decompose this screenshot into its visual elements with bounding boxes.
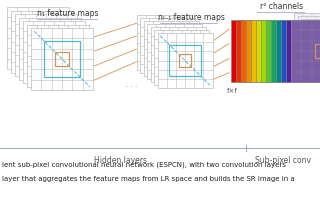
Bar — [286, 20, 320, 82]
Text: layer that aggregates the feature maps from LR space and builds the SR image in : layer that aggregates the feature maps f… — [2, 176, 295, 182]
Bar — [143, 21, 198, 76]
Bar — [271, 20, 320, 82]
Bar — [23, 21, 85, 83]
Bar — [44, 41, 80, 77]
Bar — [19, 18, 81, 79]
Bar — [11, 10, 73, 73]
Bar — [266, 20, 320, 82]
Bar — [150, 27, 205, 82]
Bar — [308, 25, 320, 80]
Bar — [55, 52, 69, 66]
Bar — [294, 13, 320, 68]
Bar — [251, 20, 313, 82]
Bar — [147, 24, 202, 79]
Text: Sub-pixel conv: Sub-pixel conv — [255, 156, 311, 165]
Text: n₁ feature maps: n₁ feature maps — [37, 9, 99, 18]
Bar — [179, 54, 191, 67]
Bar — [305, 22, 320, 77]
Bar — [236, 20, 298, 82]
Bar — [246, 20, 308, 82]
Text: r² channels: r² channels — [260, 2, 304, 11]
Bar — [157, 33, 212, 88]
Bar — [169, 45, 201, 76]
Bar — [281, 20, 320, 82]
Bar — [291, 20, 320, 82]
Bar — [241, 20, 303, 82]
Bar — [231, 20, 293, 82]
Bar — [27, 24, 89, 86]
Text: . . .: . . . — [126, 82, 138, 88]
Text: nₗ₋₁ feature maps: nₗ₋₁ feature maps — [157, 13, 224, 22]
Bar — [31, 28, 93, 90]
Bar — [15, 14, 77, 76]
Text: Hidden layers: Hidden layers — [93, 156, 147, 165]
Bar — [276, 20, 320, 82]
Bar — [315, 44, 320, 58]
Bar — [261, 20, 320, 82]
Bar — [7, 7, 69, 69]
Bar — [256, 20, 318, 82]
Text: f×f: f×f — [227, 88, 237, 94]
Bar — [154, 30, 209, 85]
Bar — [291, 20, 320, 82]
Bar — [140, 18, 195, 73]
Bar — [137, 15, 191, 70]
Bar — [298, 16, 320, 71]
Text: ient sub-pixel convolutional neural network (ESPCN), with two convolution layers: ient sub-pixel convolutional neural netw… — [2, 162, 286, 168]
Bar — [301, 19, 320, 74]
